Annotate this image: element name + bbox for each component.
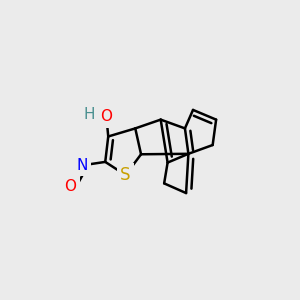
Text: S: S	[120, 166, 131, 184]
Text: O: O	[100, 109, 112, 124]
Text: H: H	[83, 107, 95, 122]
Text: N: N	[76, 158, 88, 173]
Text: O: O	[64, 178, 76, 194]
